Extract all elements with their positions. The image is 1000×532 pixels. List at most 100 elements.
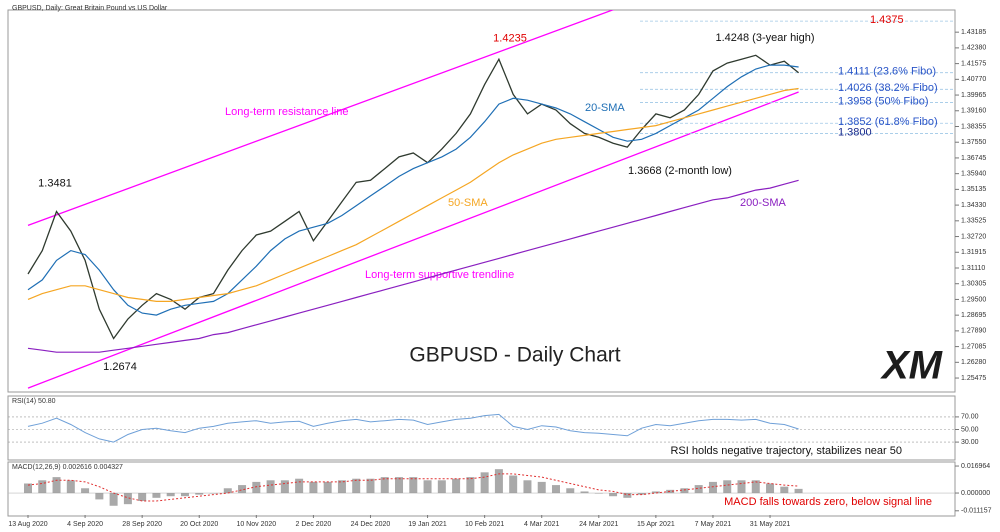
x-tick-label: 7 May 2021: [695, 521, 732, 528]
macd-bar: [352, 478, 361, 494]
macd-bar: [309, 481, 318, 494]
macd-bar: [52, 477, 61, 494]
y-tick-label: 1.36745: [961, 155, 986, 162]
macd-bar: [437, 480, 446, 494]
macd-bar: [152, 493, 161, 498]
y-tick-label: 1.34330: [961, 202, 986, 209]
macd-bar: [623, 493, 632, 498]
macd-bar: [223, 488, 232, 494]
y-tick-label: 1.39160: [961, 108, 986, 115]
macd-bar: [737, 480, 746, 494]
x-tick-label: 28 Sep 2020: [122, 521, 162, 528]
y-tick-label: 0.000000: [961, 490, 990, 497]
macd-annotation: MACD falls towards zero, below signal li…: [724, 496, 932, 508]
trendline-label: Long-term resistance line: [225, 106, 349, 118]
callout-label: 1.2674: [103, 361, 137, 373]
macd-bar: [594, 493, 603, 494]
x-tick-label: 15 Apr 2021: [637, 521, 675, 528]
trendline: [27, 10, 615, 227]
macd-bar: [409, 477, 418, 494]
x-tick-label: 2 Dec 2020: [295, 521, 331, 528]
macd-bar: [466, 477, 475, 494]
macd-bar: [551, 485, 560, 494]
macd-panel: [7, 461, 956, 517]
macd-bar: [95, 493, 104, 500]
callout-label: 1.3481: [38, 178, 72, 190]
x-tick-label: 10 Feb 2021: [465, 521, 504, 528]
macd-bar: [480, 472, 489, 494]
macd-bar: [138, 493, 147, 501]
macd-bar: [209, 493, 218, 494]
x-tick-label: 24 Mar 2021: [579, 521, 618, 528]
macd-bar: [708, 481, 717, 494]
macd-bar: [81, 488, 90, 494]
line-series: [27, 54, 800, 340]
x-tick-label: 4 Mar 2021: [524, 521, 560, 528]
trendline: [27, 91, 799, 389]
y-tick-label: 70.00: [961, 414, 979, 421]
macd-bar: [566, 488, 575, 494]
level-label: 1.4111 (23.6% Fibo): [838, 66, 936, 78]
rsi-title: RSI(14) 50.80: [12, 398, 56, 405]
x-tick-label: 13 Aug 2020: [8, 521, 47, 528]
level-label: 1.3958 (50% Fibo): [838, 95, 929, 107]
macd-bar: [580, 491, 589, 494]
macd-bar: [266, 480, 275, 494]
macd-bar: [651, 491, 660, 494]
macd-bar: [123, 493, 132, 505]
y-tick-label: 1.31110: [961, 265, 985, 272]
y-tick-label: 1.40770: [961, 76, 986, 83]
level-label: 1.3800: [838, 126, 872, 138]
macd-bar: [509, 475, 518, 494]
level-label: 1.3852 (61.8% Fibo): [838, 116, 938, 128]
macd-bar: [637, 493, 646, 495]
callout-label: 1.4248 (3-year high): [715, 32, 814, 44]
macd-bar: [523, 480, 532, 494]
macd-bar: [109, 493, 118, 506]
macd-bar: [195, 493, 204, 495]
y-tick-label: 1.35135: [961, 186, 986, 193]
macd-bar: [252, 481, 261, 494]
macd-bar: [38, 480, 47, 494]
rsi-panel: [7, 395, 956, 461]
x-tick-label: 20 Oct 2020: [180, 521, 218, 528]
y-tick-label: 1.41575: [961, 60, 986, 67]
y-tick-label: 1.29500: [961, 296, 986, 303]
y-tick-label: 1.27085: [961, 343, 986, 350]
macd-title: MACD(12,26,9) 0.002616 0.004327: [12, 464, 123, 471]
macd-bar: [780, 486, 789, 494]
rsi-annotation: RSI holds negative trajectory, stabilize…: [670, 445, 902, 457]
macd-bar: [751, 480, 760, 494]
y-tick-label: 1.43185: [961, 29, 986, 36]
y-tick-label: 50.00: [961, 426, 979, 433]
y-tick-label: 1.38355: [961, 123, 986, 130]
line-series: [27, 64, 799, 316]
x-tick-label: 31 May 2021: [750, 521, 791, 528]
series-label: 200-SMA: [740, 197, 787, 209]
y-tick-label: 1.30305: [961, 281, 986, 288]
y-tick-label: 1.32720: [961, 233, 986, 240]
macd-bar: [723, 480, 732, 494]
chart-subtitle: GBPUSD, Daily: Great Britain Pound vs US…: [12, 5, 168, 12]
rsi-line: [27, 413, 799, 443]
price-panel: [7, 9, 956, 393]
y-tick-label: -0.011157: [961, 508, 992, 515]
level-label: 1.4375: [870, 14, 904, 26]
y-tick-label: 1.27890: [961, 328, 986, 335]
x-tick-label: 19 Jan 2021: [408, 521, 447, 528]
x-tick-label: 24 Dec 2020: [351, 521, 391, 528]
y-tick-label: 1.33525: [961, 218, 986, 225]
macd-bar: [295, 478, 304, 494]
macd-bar: [680, 488, 689, 494]
y-tick-label: 1.37550: [961, 139, 986, 146]
macd-bar: [180, 493, 189, 497]
macd-bar: [766, 483, 775, 494]
y-tick-label: 1.28695: [961, 312, 986, 319]
x-tick-label: 10 Nov 2020: [236, 521, 276, 528]
callout-label: 1.4235: [493, 32, 527, 44]
series-label: 50-SMA: [448, 197, 488, 209]
y-tick-label: 1.39965: [961, 92, 986, 99]
x-tick-label: 4 Sep 2020: [67, 521, 103, 528]
